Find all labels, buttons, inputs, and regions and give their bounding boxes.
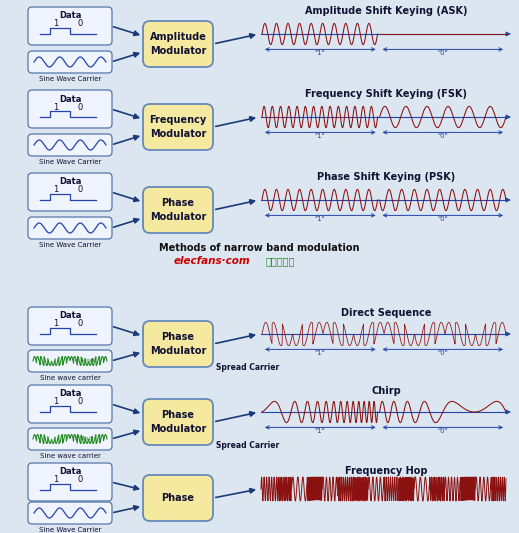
Text: Sine Wave Carrier: Sine Wave Carrier bbox=[39, 527, 101, 533]
FancyBboxPatch shape bbox=[143, 321, 213, 367]
Text: "1": "1" bbox=[315, 350, 325, 357]
Text: e Mod: e Mod bbox=[75, 359, 94, 364]
FancyBboxPatch shape bbox=[28, 385, 112, 423]
Text: Frequency
Modulator: Frequency Modulator bbox=[149, 116, 207, 139]
Text: Methods of narrow band modulation: Methods of narrow band modulation bbox=[159, 243, 359, 253]
FancyBboxPatch shape bbox=[143, 399, 213, 445]
Text: "0": "0" bbox=[437, 429, 448, 434]
FancyBboxPatch shape bbox=[28, 307, 112, 345]
Text: 0: 0 bbox=[77, 20, 83, 28]
Text: Phase Shift Keying (PSK): Phase Shift Keying (PSK) bbox=[317, 172, 455, 182]
Text: Sine wave carrier: Sine wave carrier bbox=[39, 453, 101, 459]
Text: Frequency Hop: Frequency Hop bbox=[345, 466, 427, 476]
FancyBboxPatch shape bbox=[28, 217, 112, 239]
Text: Phase
Modulator: Phase Modulator bbox=[150, 333, 206, 356]
Text: "0": "0" bbox=[437, 51, 448, 56]
Text: Sine Wave Carrier: Sine Wave Carrier bbox=[39, 242, 101, 248]
Text: 0: 0 bbox=[77, 398, 83, 407]
Text: Data: Data bbox=[59, 311, 81, 320]
FancyBboxPatch shape bbox=[143, 475, 213, 521]
Text: Spread Carrier: Spread Carrier bbox=[216, 362, 279, 372]
Text: Amplitude Shift Keying (ASK): Amplitude Shift Keying (ASK) bbox=[305, 6, 467, 16]
Text: Amplitude
Modulator: Amplitude Modulator bbox=[149, 33, 207, 55]
Text: 0: 0 bbox=[77, 319, 83, 328]
FancyBboxPatch shape bbox=[28, 51, 112, 73]
Text: 1: 1 bbox=[53, 319, 59, 328]
FancyBboxPatch shape bbox=[28, 463, 112, 501]
Text: Sine wave carrier: Sine wave carrier bbox=[39, 375, 101, 381]
Text: Data: Data bbox=[59, 390, 81, 399]
Text: Phase
Modulator: Phase Modulator bbox=[150, 198, 206, 222]
FancyBboxPatch shape bbox=[28, 350, 112, 372]
Text: f Mod: f Mod bbox=[75, 437, 92, 441]
Text: Phase
Modulator: Phase Modulator bbox=[150, 410, 206, 434]
FancyBboxPatch shape bbox=[28, 134, 112, 156]
Text: Chirp: Chirp bbox=[371, 386, 401, 396]
Text: Sine Wave Carrier: Sine Wave Carrier bbox=[39, 76, 101, 82]
Text: "1": "1" bbox=[315, 51, 325, 56]
FancyBboxPatch shape bbox=[143, 21, 213, 67]
Text: Direct Sequence: Direct Sequence bbox=[341, 308, 431, 318]
Text: 1: 1 bbox=[53, 475, 59, 484]
Text: Data: Data bbox=[59, 12, 81, 20]
Text: 0: 0 bbox=[77, 185, 83, 195]
FancyBboxPatch shape bbox=[143, 187, 213, 233]
Text: "1": "1" bbox=[315, 429, 325, 434]
Text: 1: 1 bbox=[53, 185, 59, 195]
Text: Data: Data bbox=[59, 177, 81, 187]
Text: 电子发烧友: 电子发烧友 bbox=[265, 256, 295, 266]
Text: 0: 0 bbox=[77, 102, 83, 111]
FancyBboxPatch shape bbox=[143, 104, 213, 150]
Text: "0": "0" bbox=[437, 216, 448, 222]
FancyBboxPatch shape bbox=[28, 428, 112, 450]
Text: Phase: Phase bbox=[161, 493, 195, 503]
Text: "1": "1" bbox=[315, 216, 325, 222]
FancyBboxPatch shape bbox=[28, 173, 112, 211]
FancyBboxPatch shape bbox=[28, 90, 112, 128]
Text: Sine Wave Carrier: Sine Wave Carrier bbox=[39, 159, 101, 165]
Text: Frequency Shift Keying (FSK): Frequency Shift Keying (FSK) bbox=[305, 89, 467, 99]
Text: "1": "1" bbox=[315, 133, 325, 140]
FancyBboxPatch shape bbox=[28, 7, 112, 45]
Text: elecfans·com: elecfans·com bbox=[174, 256, 250, 266]
Text: 1: 1 bbox=[53, 398, 59, 407]
Text: Data: Data bbox=[59, 94, 81, 103]
Text: 1: 1 bbox=[53, 102, 59, 111]
Text: "0": "0" bbox=[437, 350, 448, 357]
Text: 1: 1 bbox=[53, 20, 59, 28]
Text: Spread Carrier: Spread Carrier bbox=[216, 440, 279, 449]
Text: Data: Data bbox=[59, 467, 81, 477]
Text: 0: 0 bbox=[77, 475, 83, 484]
Text: "0": "0" bbox=[437, 133, 448, 140]
FancyBboxPatch shape bbox=[28, 502, 112, 524]
